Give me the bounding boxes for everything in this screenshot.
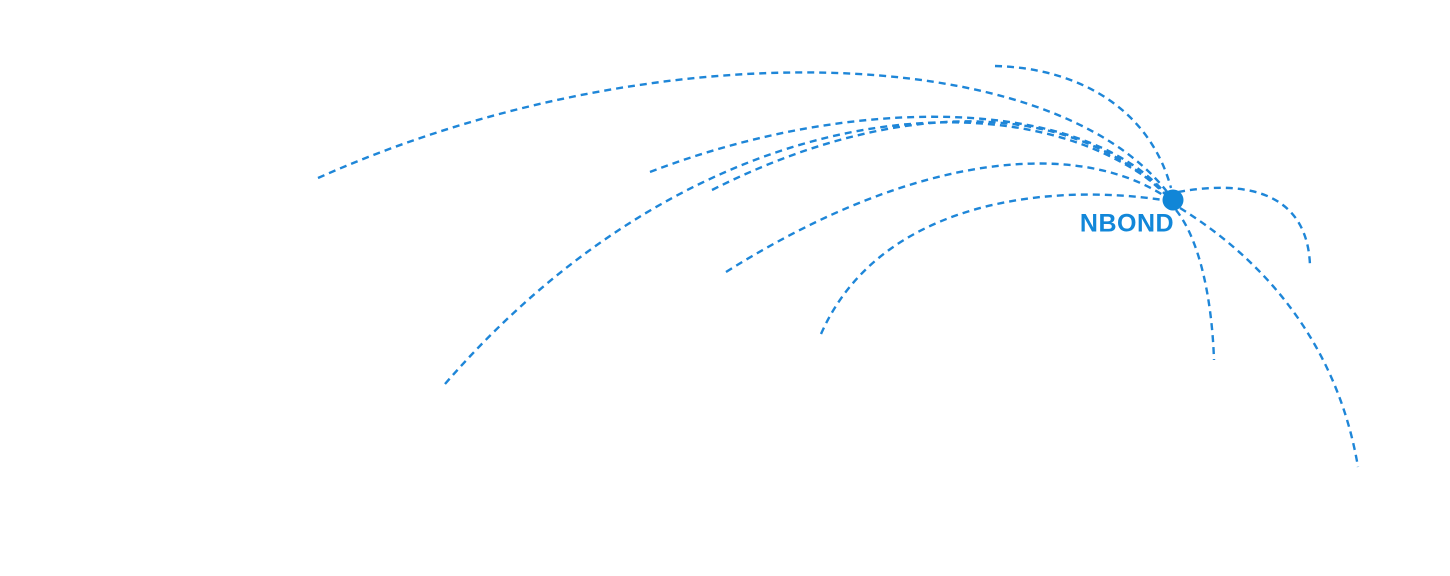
edge-bottom-left-arc [444,121,1169,385]
edge-mid [725,162,1167,274]
edge-top-drop [994,64,1173,189]
node-nbond[interactable] [1162,189,1184,211]
edge-down-vertical [1175,209,1216,361]
edge-right-loop [1177,186,1312,267]
edge-down-right [1179,206,1360,468]
edge-top-left-arc [317,71,1169,194]
edge-group [317,64,1360,468]
edge-mid-upper [711,120,1168,197]
node-nbond-label[interactable]: NBOND [1079,209,1175,238]
edge-bundle-extra [649,115,1167,195]
